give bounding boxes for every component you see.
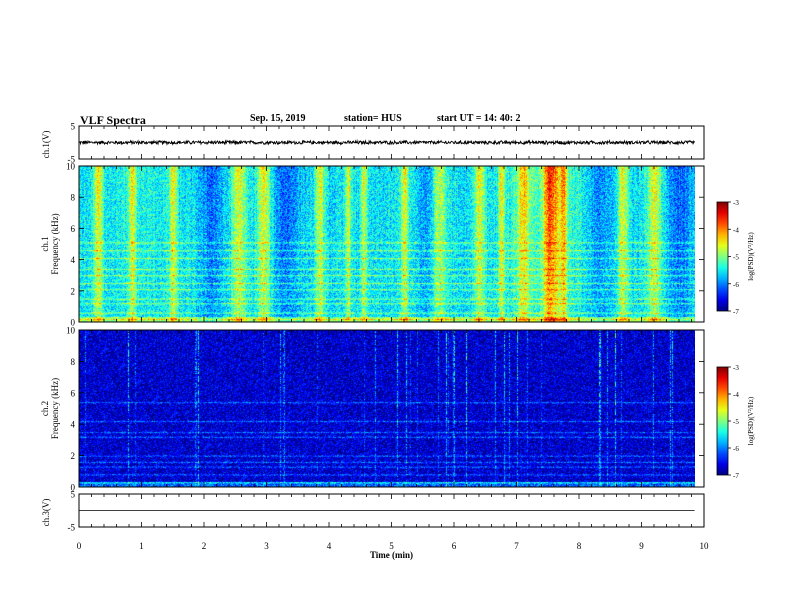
ch1_spectrogram-colorbar-tick-label: -3 (733, 199, 739, 207)
chart-title: VLF Spectra (80, 113, 146, 127)
ch2_spectrogram-colorbar-scale (716, 366, 729, 476)
time-tick-label: 4 (327, 541, 332, 551)
ch1-spectrogram-panel: 0 2 4 6 8 10 ch.1 Frequency (kHz) (40, 162, 705, 328)
ch2_spectrogram-ytick-label: 0 (71, 483, 76, 493)
ch1_spectrogram-heatmap (79, 166, 695, 322)
ch1_spectrogram-ytick-label: 10 (66, 162, 76, 172)
ch2_spectrogram-ylabel: Frequency (kHz) (50, 378, 60, 439)
ch2_spectrogram-colorbar-tick-label: -7 (733, 472, 739, 480)
ch1_spectrogram-ytick-label: 4 (71, 255, 76, 265)
time-tick-label: 10 (700, 541, 710, 551)
ch1_spectrogram-colorbar-tick-label: -5 (733, 254, 739, 262)
ch1_spectrogram-colorbar-tick-label: -7 (733, 308, 739, 316)
time-tick-label: 6 (452, 541, 457, 551)
ch2_spectrogram-ytick-label: 10 (66, 326, 76, 336)
ch1_waveform-trace (78, 139, 695, 147)
time-tick-label: 1 (139, 541, 144, 551)
ch3_waveform-ytick-label: -5 (68, 523, 76, 533)
ch1_spectrogram-ylabel: Frequency (kHz) (50, 213, 60, 274)
ch2_spectrogram-ytick-label: 4 (71, 420, 76, 430)
ch2_spectrogram-colorbar-tick-label: -3 (733, 364, 739, 372)
time-tick-label: 3 (264, 541, 269, 551)
ch1_waveform-ytick-label: -5 (68, 155, 76, 165)
date-label: Sep. 15, 2019 (250, 113, 306, 124)
time-tick-label: 9 (639, 541, 644, 551)
time-axis-label: Time (min) (370, 550, 413, 560)
ch1-waveform-panel: 5 -5 ch.1(V) (41, 122, 705, 165)
ch1_spectrogram-colorbar-tick-label: -4 (733, 226, 739, 234)
time-tick-label: 0 (77, 541, 82, 551)
time-axis: 0 1 2 3 4 5 6 7 8 9 10 Time (min) (77, 541, 709, 560)
station-label: station= HUS (344, 113, 402, 124)
ch1_spectrogram-colorbar-label: log(PSD)(V²/Hz) (747, 232, 755, 281)
ch1_spectrogram-colorbar-scale (716, 201, 729, 312)
ch2_spectrogram-colorbar-tick-label: -5 (733, 418, 739, 426)
start-ut-label: start UT = 14: 40: 2 (437, 113, 521, 124)
time-tick-label: 8 (577, 541, 582, 551)
ch1-colorbar: -3 -4 -5 -6 -7 log(PSD)(V²/Hz) (716, 199, 755, 316)
ch2_spectrogram-heatmap (79, 330, 695, 487)
ch2-spectrogram-panel: 0 2 4 6 8 10 ch.2 Frequency (kHz) (40, 326, 705, 493)
ch1_spectrogram-ytick-label: 8 (71, 193, 76, 203)
ch2_spectrogram-ytick-label: 2 (71, 451, 76, 461)
ch2_spectrogram-colorbar-tick-label: -4 (733, 391, 739, 399)
ch2_spectrogram-colorbar-tick-label: -6 (733, 445, 739, 453)
ch1_spectrogram-ytick-label: 0 (71, 318, 76, 328)
ch1_spectrogram-ytick-label: 6 (71, 224, 76, 234)
ch1_waveform-ylabel: ch.1(V) (41, 131, 51, 159)
ch1_spectrogram-ytick-label: 2 (71, 286, 76, 296)
ch2_spectrogram-ytick-label: 8 (71, 357, 76, 367)
ch3_waveform-ytick-label: 5 (71, 490, 76, 500)
time-tick-label: 5 (389, 541, 394, 551)
ch2_spectrogram-channel-label: ch.2 (40, 401, 50, 416)
ch1_waveform-ytick-label: 5 (71, 122, 76, 132)
time-tick-label: 2 (202, 541, 207, 551)
ch3_waveform-ylabel: ch.3(V) (41, 499, 51, 527)
ch2_spectrogram-ytick-label: 6 (71, 388, 76, 398)
ch2-colorbar: -3 -4 -5 -6 -7 log(PSD)(V²/Hz) (716, 364, 755, 480)
ch3-waveform-panel: 5 -5 ch.3(V) (41, 490, 705, 533)
ch1_spectrogram-colorbar-tick-label: -6 (733, 281, 739, 289)
time-tick-label: 7 (514, 541, 519, 551)
ch1_spectrogram-channel-label: ch.1 (40, 236, 50, 251)
ch2_spectrogram-colorbar-label: log(PSD)(V²/Hz) (747, 396, 755, 445)
